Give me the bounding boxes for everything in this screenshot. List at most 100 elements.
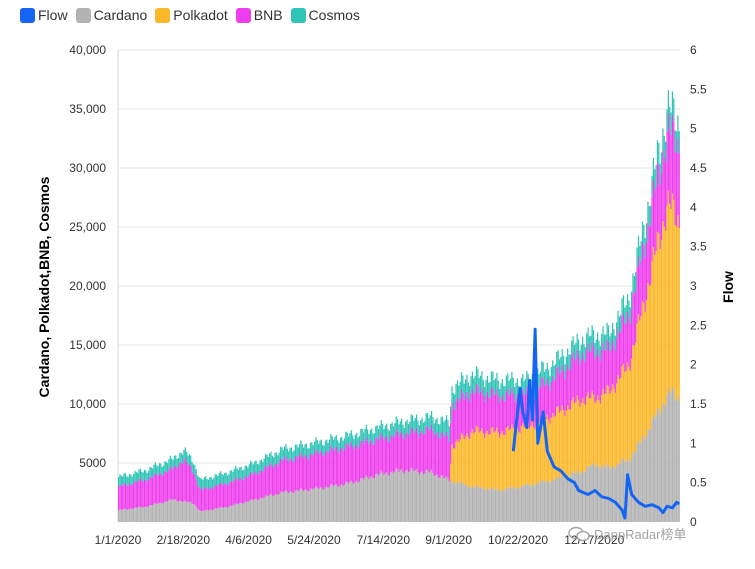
bar-cosmos [488,382,490,399]
bar-bnb [376,437,378,474]
legend-item-cardano[interactable]: Cardano [75,7,147,23]
bar-cosmos [590,335,592,352]
bar-cardano [576,470,578,522]
bar-cardano [342,485,344,522]
bar-bnb [316,451,318,488]
bar-cosmos [673,98,675,122]
bar-polkadot [451,444,453,481]
x-tick-label: 4/6/2020 [225,533,272,547]
bar-cosmos [654,169,656,191]
bar-bnb [142,481,144,508]
bar-cosmos [576,333,578,350]
bar-cosmos [594,342,596,359]
bar-bnb [139,478,141,507]
bar-polkadot [484,437,486,491]
legend-item-bnb[interactable]: BNB [235,7,283,23]
bar-cardano [243,503,245,522]
bar-cosmos [678,131,680,154]
bar-cosmos [361,428,363,441]
bar-cosmos [456,380,459,398]
bar-polkadot [643,302,645,437]
bar-cosmos [293,450,295,461]
bar-cardano [375,474,377,522]
bar-cardano [177,501,180,522]
y-tick-label: 40,000 [69,43,106,57]
bar-cosmos [260,459,263,471]
bar-cosmos [595,339,597,356]
bar-cardano [556,476,558,522]
bar-cosmos [166,463,169,473]
bar-bnb [248,475,250,501]
bar-cardano [354,481,356,522]
bar-cardano [484,490,486,522]
bar-cardano [172,499,174,522]
bar-bnb [288,462,290,494]
bar-bnb [164,471,166,502]
bar-cosmos [413,420,415,434]
bar-bnb [399,433,401,471]
bar-cardano [671,387,674,522]
bar-cosmos [677,115,679,139]
bar-cardano [221,507,223,522]
bar-cardano [421,471,423,522]
bar-cardano [515,488,517,522]
bar-cosmos [153,464,155,475]
bar-cosmos [494,378,497,394]
bar-bnb [132,483,135,509]
legend-item-flow[interactable]: Flow [20,7,68,23]
bar-cardano [201,510,203,522]
bar-cosmos [217,475,219,487]
bar-bnb [372,444,374,479]
bar-bnb [235,477,237,504]
bar-cosmos [346,432,348,445]
bar-cosmos [603,334,606,351]
bar-cardano [369,477,371,522]
bar-bnb [273,467,275,497]
bar-cardano [617,462,619,522]
bar-cosmos [137,472,139,483]
bar-polkadot [610,391,612,468]
bar-cosmos [410,414,412,428]
bar-polkadot [613,388,615,467]
bar-cosmos [356,433,358,445]
bar-cardano [380,470,382,522]
bar-cardano [618,463,620,522]
bar-cardano [398,471,400,522]
bar-cardano [459,483,461,522]
chart-legend: Flow Cardano Polkadot BNB Cosmos [20,5,360,25]
bar-bnb [118,486,120,511]
bar-cosmos [296,444,298,457]
legend-item-cosmos[interactable]: Cosmos [290,7,360,23]
bar-cardano [165,501,167,522]
bar-bnb [601,349,603,395]
legend-item-polkadot[interactable]: Polkadot [155,7,228,23]
y-tick-label: 15,000 [69,338,106,352]
bar-cosmos [160,463,162,474]
bar-cardano [610,467,612,522]
bar-polkadot [528,428,531,487]
bar-polkadot [602,389,604,464]
y2-tick-label: 2 [690,358,697,372]
bar-cosmos [131,476,133,486]
bar-cosmos [173,455,176,467]
bar-bnb [396,431,399,470]
bar-polkadot [496,427,498,489]
bar-bnb [186,462,188,502]
bar-bnb [218,483,220,508]
x-tick-label: 1/1/2020 [95,533,142,547]
bar-cardano [119,509,121,522]
bar-bnb [621,316,623,367]
bar-cosmos [508,380,510,396]
bar-cardano [368,479,370,522]
bar-cosmos [628,300,630,319]
bar-cosmos [424,421,426,434]
bar-cosmos [572,336,574,353]
bar-cosmos [256,464,259,475]
bar-cardano [290,491,293,522]
bar-cardano [409,471,411,522]
bar-polkadot [591,391,593,463]
bar-bnb [677,138,679,216]
bar-bnb [571,356,573,401]
bar-cardano [562,477,565,522]
bar-cardano [239,503,241,522]
